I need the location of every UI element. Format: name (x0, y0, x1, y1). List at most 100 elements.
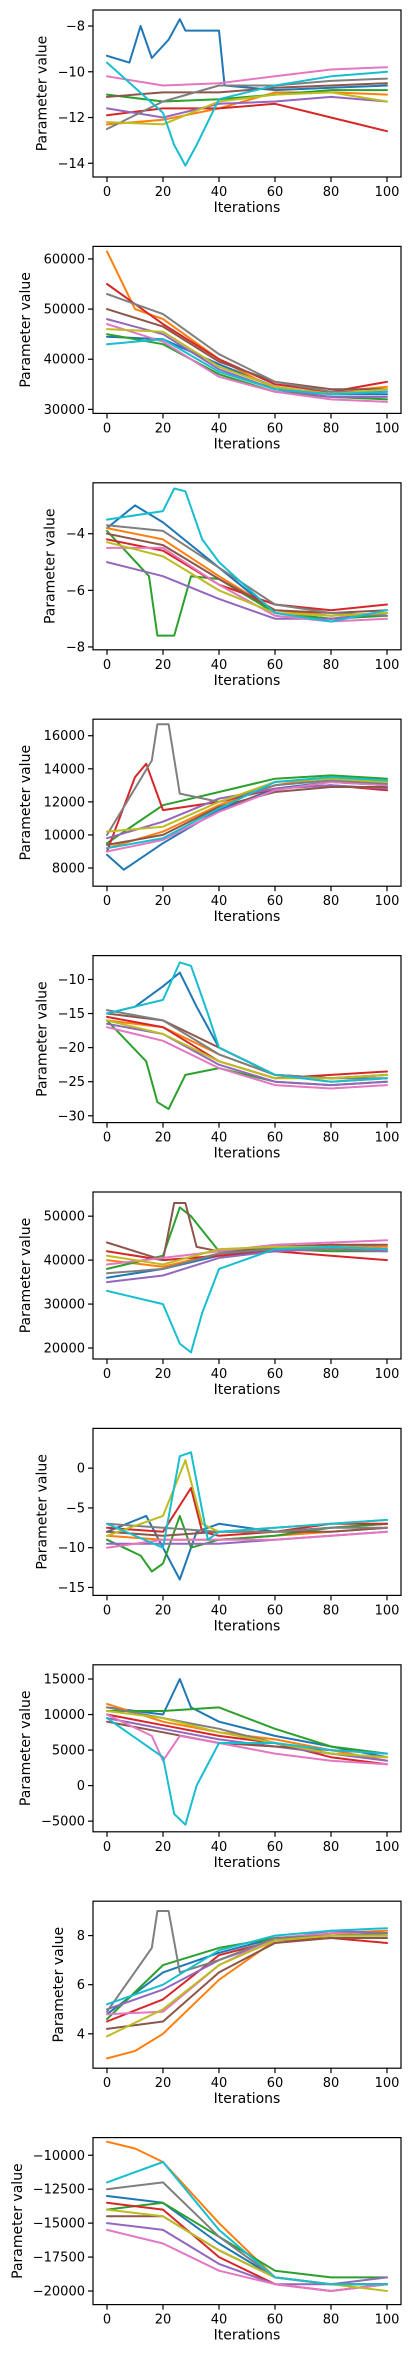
y-axis-label: Parameter value (51, 1927, 67, 2043)
y-tick-label: −20000 (33, 2285, 85, 2300)
series-line-5 (106, 95, 388, 119)
series-line-8 (106, 1248, 388, 1275)
x-tick-label: 20 (155, 894, 172, 909)
x-tick-label: 100 (375, 1131, 400, 1146)
y-tick-label: −10 (58, 65, 85, 80)
series-group (106, 961, 388, 1110)
y-axis-label: Parameter value (34, 1454, 50, 1570)
chart-panel-2: 0 20 40 60 80 100 30000 40000 50000 60000 Iteratio… (18, 245, 402, 452)
y-tick-label: −30 (58, 1109, 85, 1124)
plot-frame (92, 1900, 402, 2069)
series-group (106, 250, 388, 403)
series-line-7 (106, 66, 388, 87)
y-tick-label: −10 (58, 973, 85, 988)
series-line-10 (106, 487, 388, 623)
plot-frame (92, 2137, 402, 2306)
series-line-5 (106, 561, 388, 620)
y-tick-label: −5 (66, 1501, 85, 1516)
y-axis-label: Parameter value (18, 1218, 34, 1334)
y-tick-label: −12 (58, 111, 85, 126)
series-line-3 (106, 89, 388, 103)
series-line-7 (106, 1026, 388, 1090)
series-line-7 (106, 781, 388, 853)
y-tick-label: 4 (77, 2027, 85, 2042)
x-tick-label: 80 (323, 2313, 340, 2328)
x-tick-label: 20 (155, 1603, 172, 1618)
x-tick-label: 80 (323, 1840, 340, 1855)
series-line-9 (106, 777, 388, 833)
chart-panel-4: 0 20 40 60 80 100 8000 10000 12000 14000 16000 Iter… (18, 718, 402, 925)
x-axis-label: Iterations (214, 1382, 281, 1398)
x-tick-label: 80 (323, 185, 340, 200)
y-tick-label: −15 (58, 1007, 85, 1022)
series-line-10 (106, 1451, 388, 1549)
x-tick-label: 40 (211, 658, 228, 673)
y-tick-label: −8 (66, 20, 85, 35)
y-axis-label: Parameter value (18, 745, 34, 861)
x-axis-label: Iterations (214, 436, 281, 452)
x-tick-label: 60 (267, 1840, 284, 1855)
plot-frame (92, 1427, 402, 1597)
series-line-9 (106, 1019, 388, 1080)
y-tick-label: 5000 (52, 1744, 85, 1759)
x-tick-label: 80 (323, 894, 340, 909)
x-tick-label: 100 (375, 1840, 400, 1855)
y-axis-label: Parameter value (18, 272, 34, 388)
series-line-8 (106, 77, 388, 130)
x-tick-label: 60 (267, 185, 284, 200)
y-axis-label: Parameter value (43, 509, 59, 625)
series-line-3 (106, 774, 388, 845)
series-line-8 (106, 524, 388, 617)
y-axis-label: Parameter value (34, 981, 50, 1097)
y-tick-label: −14 (58, 157, 85, 172)
y-tick-label: 20000 (44, 1342, 85, 1357)
y-tick-label: −17500 (33, 2251, 85, 2266)
series-group (106, 1202, 388, 1354)
y-tick-label: 10000 (44, 828, 85, 843)
x-tick-label: 100 (375, 1367, 400, 1382)
series-line-10 (106, 61, 388, 167)
series-line-1 (106, 1932, 388, 2016)
x-tick-label: 20 (155, 421, 172, 436)
x-tick-label: 80 (323, 1367, 340, 1382)
x-tick-label: 60 (267, 2076, 284, 2091)
y-tick-label: 12000 (44, 795, 85, 810)
x-tick-label: 40 (211, 894, 228, 909)
series-line-6 (106, 308, 388, 391)
x-tick-label: 20 (155, 658, 172, 673)
x-tick-label: 60 (267, 1603, 284, 1618)
series-line-10 (106, 1927, 388, 2006)
x-tick-label: 80 (323, 658, 340, 673)
y-tick-label: 40000 (44, 353, 85, 368)
y-tick-label: −15000 (33, 2217, 85, 2232)
y-tick-label: 30000 (44, 1298, 85, 1313)
chart-panel-7: 0 20 40 60 80 100 −15 −10 −5 0 Iterations Parameter… (34, 1427, 402, 1634)
series-line-8 (106, 293, 388, 393)
series-line-1 (106, 18, 388, 92)
x-tick-label: 100 (375, 2313, 400, 2328)
y-tick-label: −4 (66, 527, 85, 542)
y-tick-label: 8000 (52, 862, 85, 877)
series-line-4 (106, 102, 388, 133)
x-tick-label: 40 (211, 2313, 228, 2328)
x-tick-label: 0 (103, 1603, 111, 1618)
x-tick-label: 40 (211, 421, 228, 436)
series-line-10 (106, 776, 388, 850)
x-tick-label: 100 (375, 1603, 400, 1618)
y-tick-label: −15 (58, 1581, 85, 1596)
plot-frame (92, 954, 402, 1124)
plot-frame (92, 718, 402, 887)
x-tick-label: 0 (103, 894, 111, 909)
series-line-6 (106, 1937, 388, 2030)
chart-panel-8: 0 20 40 60 80 100 −5000 0 5000 10000 15000 Iteratio… (18, 1664, 402, 1871)
x-tick-label: 40 (211, 1840, 228, 1855)
x-tick-label: 40 (211, 1603, 228, 1618)
x-tick-label: 20 (155, 2076, 172, 2091)
series-line-9 (106, 1710, 388, 1759)
y-axis-label: Parameter value (34, 36, 50, 152)
chart-panel-9: 0 20 40 60 80 100 4 6 8 Iterations Parameter value (51, 1900, 402, 2107)
x-tick-label: 0 (103, 1131, 111, 1146)
series-line-8 (106, 723, 388, 836)
x-tick-label: 40 (211, 1367, 228, 1382)
x-tick-label: 80 (323, 1131, 340, 1146)
